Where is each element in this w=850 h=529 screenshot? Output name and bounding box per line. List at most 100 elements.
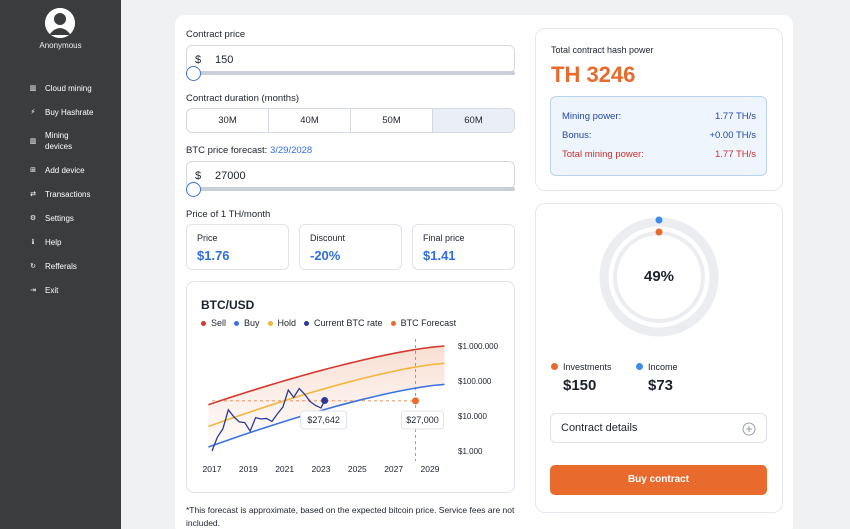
x-tick-label: 2017 <box>203 464 222 474</box>
legend-dot <box>267 320 273 326</box>
sidebar-item-label: Help <box>45 237 62 247</box>
duration-option-40m[interactable]: 40M <box>269 109 351 132</box>
bonus-value: +0.00 TH/s <box>709 130 756 141</box>
sidebar-item-transactions[interactable]: ⇄ Transactions <box>0 188 121 200</box>
contract-price-value: 150 <box>215 54 234 66</box>
forecast-tooltip-box <box>400 410 444 430</box>
x-tick-label: 2029 <box>421 464 440 474</box>
sidebar-item-label: Mining devices <box>45 131 73 151</box>
sidebar-item-label: Refferals <box>45 261 77 271</box>
swap-icon: ⇄ <box>30 191 36 198</box>
discount-value: -20% <box>310 248 341 263</box>
price-label: Price <box>197 233 218 243</box>
legend-dot <box>390 320 396 326</box>
total-mining-label: Total mining power: <box>562 149 644 160</box>
legend-label: Current BTC rate <box>314 318 383 328</box>
y-tick-label: $1.000 <box>458 447 483 456</box>
discount-label: Discount <box>310 233 346 243</box>
sidebar-item-add-device[interactable]: ⊞ Add device <box>0 164 121 176</box>
legend-dot <box>304 320 310 326</box>
forecast-tooltip: $27,000 <box>406 415 439 425</box>
price-value: $1.76 <box>197 248 230 263</box>
duration-option-30m[interactable]: 30M <box>187 109 269 132</box>
x-tick-label: 2023 <box>312 464 331 474</box>
forecast-slider-handle[interactable] <box>186 182 201 197</box>
forecast-value: 27000 <box>215 170 246 182</box>
username: Anonymous <box>39 41 82 50</box>
bar-chart-icon: ▥ <box>29 138 37 145</box>
y-tick-label: $1.000.000 <box>458 342 499 351</box>
buy-contract-button[interactable]: Buy contract <box>550 465 767 495</box>
legend-item: Hold <box>267 318 297 328</box>
legend-label: Sell <box>211 318 227 328</box>
mining-power-label: Mining power: <box>562 111 622 122</box>
legend-item: Current BTC rate <box>304 318 383 328</box>
discount-box: Discount -20% <box>299 224 402 270</box>
income-value: $73 <box>648 377 674 394</box>
current-rate-tooltip: $27,642 <box>307 415 340 425</box>
bonus-label: Bonus: <box>562 130 592 141</box>
contract-details-button[interactable]: Contract details <box>550 413 767 443</box>
sidebar-item-mining-devices[interactable]: ▥ Mining devices <box>0 130 121 152</box>
forecast-slider[interactable] <box>186 187 515 191</box>
total-mining-value: 1.77 TH/s <box>714 149 756 160</box>
roi-percent: 49% <box>643 268 675 285</box>
current-rate-line <box>211 387 326 452</box>
refresh-icon: ↻ <box>30 263 36 270</box>
investments-dot <box>551 363 558 370</box>
sidebar-item-label: Transactions <box>45 189 91 199</box>
avatar[interactable] <box>45 8 75 38</box>
sidebar-nav: ▥ Cloud mining ⚡ Buy Hashrate ▥ Mining device… <box>0 82 121 308</box>
mining-power-value: 1.77 TH/s <box>714 111 756 122</box>
sidebar-item-label: Add device <box>45 165 85 175</box>
legend-label: Buy <box>244 318 260 328</box>
x-tick-label: 2019 <box>239 464 258 474</box>
sidebar-item-settings[interactable]: ⚙ Settings <box>0 212 121 224</box>
price-box: Price $1.76 <box>186 224 289 270</box>
contract-price-input[interactable]: $ 150 <box>186 45 515 73</box>
duration-label: Contract duration (months) <box>186 93 299 104</box>
forecast-point <box>411 397 419 405</box>
y-tick-label: $100.000 <box>458 377 492 386</box>
contract-price-slider-handle[interactable] <box>186 66 201 81</box>
hash-power-value: TH 3246 <box>551 62 636 87</box>
sidebar-item-exit[interactable]: ⇥ Exit <box>0 284 121 296</box>
sidebar-item-label: Cloud mining <box>45 83 92 93</box>
hold-line <box>208 362 445 428</box>
x-tick-label: 2027 <box>384 464 403 474</box>
roi-donut <box>599 216 719 337</box>
duration-option-50m[interactable]: 50M <box>351 109 433 132</box>
sidebar: Anonymous ▥ Cloud mining ⚡ Buy Hashrate ▥ Min… <box>0 0 121 529</box>
legend-item: Sell <box>201 318 226 328</box>
btc-chart: $27,642 $27,000 2017 2019 2021 2023 2025 2027 20… <box>203 339 499 474</box>
duration-option-60m[interactable]: 60M <box>433 109 514 132</box>
investments-value: $150 <box>563 377 597 394</box>
sidebar-item-label: Buy Hashrate <box>45 107 94 117</box>
contract-details-label: Contract details <box>561 422 638 434</box>
legend-dot <box>234 320 240 326</box>
forecast-input[interactable]: $ 27000 <box>186 161 515 189</box>
legend-item: BTC Forecast <box>390 318 456 328</box>
final-price-value: $1.41 <box>423 248 456 263</box>
contract-price-label: Contract price <box>186 29 246 40</box>
sell-line <box>208 345 445 406</box>
contract-price-slider[interactable] <box>186 71 515 75</box>
bonus-row: Bonus: +0.00 TH/s <box>562 130 756 141</box>
forecast-band <box>208 346 445 448</box>
bar-chart-icon: ▥ <box>29 85 37 92</box>
hash-power-label: Total contract hash power <box>551 45 654 55</box>
chart-legend: Sell Buy Hold Current BTC rate BTC Forecast <box>201 318 464 328</box>
plus-square-icon: ⊞ <box>30 167 36 174</box>
sidebar-item-buy-hashrate[interactable]: ⚡ Buy Hashrate <box>0 106 121 118</box>
total-mining-row: Total mining power: 1.77 TH/s <box>562 149 756 160</box>
sidebar-item-refferals[interactable]: ↻ Refferals <box>0 260 121 272</box>
income-marker <box>655 216 663 224</box>
exit-icon: ⇥ <box>30 287 36 294</box>
current-rate-tooltip-box <box>300 410 348 430</box>
sidebar-item-help[interactable]: ℹ Help <box>0 236 121 248</box>
legend-label: Hold <box>277 318 297 328</box>
legend-dot <box>201 320 206 326</box>
buy-line <box>208 383 445 448</box>
investments-marker <box>655 228 663 236</box>
sidebar-item-cloud-mining[interactable]: ▥ Cloud mining <box>0 82 121 94</box>
